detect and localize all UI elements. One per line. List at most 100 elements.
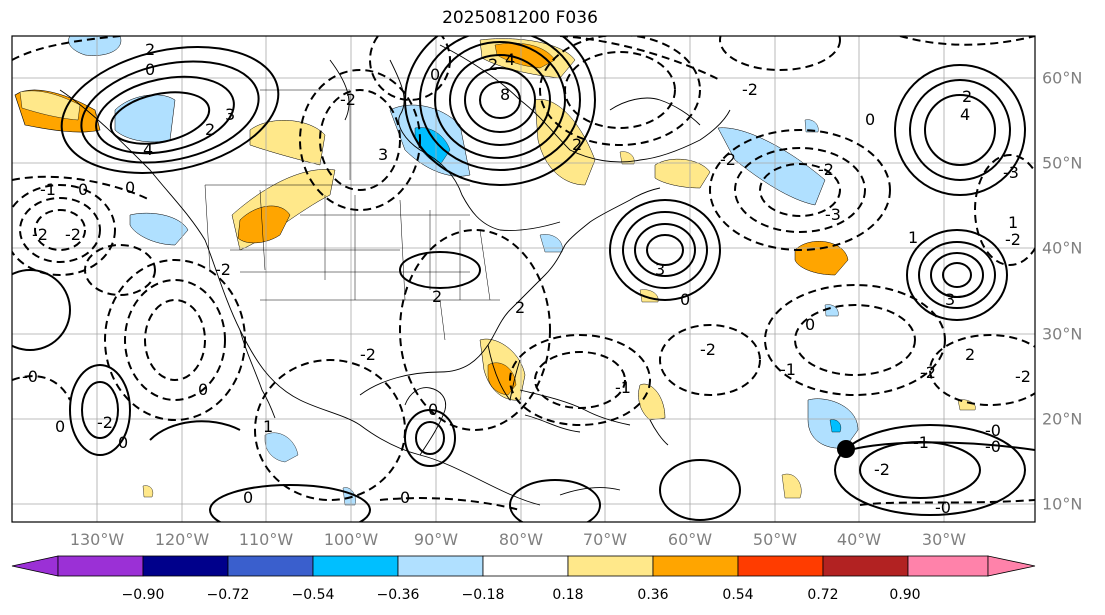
contour-label: -1 — [615, 378, 631, 397]
contour-label: 2 — [572, 135, 582, 154]
contour-label: 8 — [500, 85, 510, 104]
contour-label: 0 — [118, 433, 128, 452]
colorbar-low-extension — [11, 555, 59, 577]
contour-labels: 2 0 4 3 2 -1 0 -2 -2 8 4 2 0 2 4 2 -3 3 … — [22, 40, 1031, 517]
state-borders — [204, 89, 500, 341]
contour-label: 2 — [488, 55, 498, 74]
colorbar-tick-label: 0.54 — [722, 587, 754, 603]
contour-label: 4 — [960, 105, 970, 124]
lon-label: 30°W — [921, 530, 967, 549]
contour-label: 2 — [965, 345, 975, 364]
colorbar-tick-label: −0.36 — [376, 587, 420, 603]
contour-label: -2 — [65, 225, 81, 244]
colorbar-bin — [57, 555, 144, 577]
contour-label: 0 — [805, 315, 815, 334]
contour-label: 0 — [680, 290, 690, 309]
storm-center-marker — [837, 440, 855, 458]
contour-label: 0 — [865, 110, 875, 129]
contour-label: 3 — [378, 145, 388, 164]
colorbar-tick-label: −0.54 — [291, 587, 335, 603]
lat-label: 60°N — [1042, 68, 1083, 88]
colorbar-bin — [482, 555, 569, 577]
contour-label: 0 — [145, 60, 155, 79]
contour-label: 1 — [1008, 213, 1018, 232]
lat-label: 30°N — [1042, 324, 1083, 344]
contour-label: 3 — [945, 290, 955, 309]
contour-label: -2 — [742, 80, 758, 99]
contour-label: -2 — [920, 363, 936, 382]
colorbar-tick-label: −0.18 — [461, 587, 505, 603]
contour-label: 2 — [515, 298, 525, 317]
contour-label: 0 — [400, 488, 410, 507]
contour-label: -2 — [818, 160, 834, 179]
lat-label: 40°N — [1042, 238, 1083, 258]
contour-label: 4 — [143, 140, 153, 159]
colorbar-bin — [142, 555, 229, 577]
contour-label: -0 — [985, 421, 1001, 440]
colorbar-bin — [907, 555, 989, 577]
lon-label: 90°W — [413, 530, 459, 549]
contour-label: 2 — [962, 87, 972, 106]
colorbar-bin — [567, 555, 654, 577]
colorbar-tick-label: −0.72 — [206, 587, 250, 603]
contour-label: 1 — [908, 228, 918, 247]
shaded-anomaly-fills — [14, 36, 976, 506]
contour-label: 0 — [430, 65, 440, 84]
colorbar-bin — [822, 555, 909, 577]
colorbar-tick-label: 0.90 — [889, 587, 921, 603]
contour-label: 0 — [125, 178, 135, 197]
lat-label: 10°N — [1042, 494, 1083, 514]
contour-label: 4 — [505, 50, 515, 69]
colorbar-bin — [227, 555, 314, 577]
colorbar-tick-label: 0.72 — [807, 587, 839, 603]
lon-label: 80°W — [498, 530, 544, 549]
negative-contours — [12, 36, 1035, 511]
contour-label: 0 — [428, 400, 438, 419]
contour-label: -3 — [1003, 163, 1019, 182]
colorbar-tick-label: −0.90 — [121, 587, 165, 603]
lon-label: 50°W — [752, 530, 798, 549]
contour-label: -2 — [360, 345, 376, 364]
colorbar-bin — [312, 555, 399, 577]
contour-label: -0 — [985, 437, 1001, 456]
colorbar-tick-label: 0.36 — [637, 587, 669, 603]
lon-label: 110°W — [238, 530, 294, 549]
gridlines — [12, 36, 1035, 522]
contour-label: -0 — [22, 367, 38, 386]
contour-label: 3 — [225, 105, 235, 124]
lon-label: 120°W — [154, 530, 210, 549]
contour-label: 0 — [78, 180, 88, 199]
contour-label: -2 — [874, 460, 890, 479]
contour-label: 1 — [263, 417, 273, 436]
positive-contours — [12, 36, 1035, 522]
contour-label: 2 — [205, 120, 215, 139]
contour-label: -2 — [1005, 230, 1021, 249]
contour-label: 0 — [243, 488, 253, 507]
lon-label: 70°W — [582, 530, 628, 549]
lat-label: 20°N — [1042, 409, 1083, 429]
map-title: 2025081200 F036 — [442, 8, 598, 28]
contour-label: 3 — [655, 260, 665, 279]
colorbar — [11, 555, 1036, 577]
contour-label: 2 — [432, 287, 442, 306]
contour-label: -1 — [913, 433, 929, 452]
contour-label: -2 — [700, 340, 716, 359]
colorbar-high-extension — [987, 555, 1036, 577]
colorbar-tick-label: 0.18 — [552, 587, 584, 603]
contour-label: -2 — [1015, 367, 1031, 386]
colorbar-bin — [737, 555, 824, 577]
contour-label: 0 — [55, 417, 65, 436]
contour-label: -2 — [340, 90, 356, 109]
lon-label: 100°W — [323, 530, 379, 549]
contour-label: -2 — [32, 225, 48, 244]
contour-label: 0 — [198, 380, 208, 399]
lat-label: 50°N — [1042, 153, 1083, 173]
contour-label: -1 — [780, 360, 796, 379]
contour-label: -2 — [97, 413, 113, 432]
colorbar-bin — [397, 555, 484, 577]
contour-label: 2 — [145, 40, 155, 59]
contour-label: -2 — [215, 260, 231, 279]
lon-label: 130°W — [69, 530, 125, 549]
contour-label: -1 — [40, 180, 56, 199]
